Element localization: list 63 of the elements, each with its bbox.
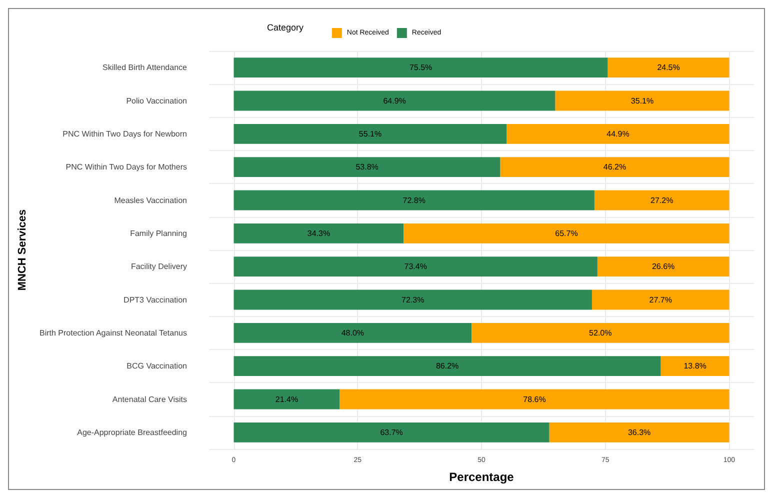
y-tick-label: Family Planning <box>130 228 187 238</box>
bar <box>549 422 730 442</box>
data-label: 36.3% <box>628 428 651 437</box>
data-label: 46.2% <box>603 162 626 172</box>
bar <box>500 157 730 178</box>
bar <box>234 322 472 343</box>
bar <box>234 422 550 442</box>
y-axis-title: MNCH Services <box>16 209 28 291</box>
data-label: 44.9% <box>606 129 630 138</box>
y-tick-label: Antenatal Care Visits <box>112 394 187 404</box>
y-tick-label: Skilled Birth Attendance <box>102 63 188 72</box>
data-label: 21.4% <box>275 394 298 404</box>
bar <box>234 157 500 178</box>
legend-title: Category <box>267 22 304 32</box>
bar <box>234 124 507 144</box>
data-label: 27.2% <box>650 196 674 205</box>
bar <box>594 190 730 210</box>
data-label: 78.6% <box>523 394 546 404</box>
data-label: 52.0% <box>589 328 612 338</box>
y-tick-label: Measles Vaccination <box>114 196 187 205</box>
data-label: 53.8% <box>356 162 378 172</box>
y-tick-label: Age-Appropriate Breastfeeding <box>77 428 187 437</box>
data-label: 72.8% <box>402 196 426 205</box>
bar <box>234 58 608 78</box>
bar <box>506 124 730 144</box>
data-label: 35.1% <box>630 96 654 106</box>
y-tick-label: BCG Vaccination <box>126 362 187 371</box>
data-label: 48.0% <box>341 328 364 338</box>
x-axis-title: Percentage <box>449 470 514 484</box>
bar <box>592 290 730 310</box>
data-label: 75.5% <box>409 63 432 72</box>
y-tick-label: DPT3 Vaccination <box>124 295 187 304</box>
y-tick-label: Facility Delivery <box>130 262 187 272</box>
bar <box>234 223 404 244</box>
data-label: 65.7% <box>555 228 578 238</box>
y-tick-label: Polio Vaccination <box>126 96 187 106</box>
bar <box>234 356 661 376</box>
data-label: 27.7% <box>649 295 672 304</box>
data-label: 55.1% <box>358 129 382 138</box>
bar <box>234 256 598 277</box>
y-tick-label: PNC Within Two Days for Mothers <box>66 162 187 172</box>
data-label: 63.7% <box>380 428 403 437</box>
data-label: 24.5% <box>657 63 680 72</box>
bar <box>472 322 730 343</box>
data-label: 13.8% <box>684 362 706 371</box>
bar <box>340 389 730 410</box>
bar <box>234 389 340 410</box>
bar <box>234 290 592 310</box>
bar <box>597 256 730 277</box>
bar <box>608 58 730 78</box>
bar <box>234 190 594 210</box>
data-label: 26.6% <box>652 262 675 272</box>
bar <box>555 90 730 111</box>
data-label: 64.9% <box>383 96 406 106</box>
bar <box>404 223 730 244</box>
data-label: 34.3% <box>307 228 330 238</box>
bar <box>234 90 556 111</box>
bar <box>660 356 730 376</box>
data-label: 72.3% <box>402 295 424 304</box>
y-tick-label: Birth Protection Against Neonatal Tetanus <box>39 328 187 338</box>
data-label: 86.2% <box>436 362 459 371</box>
data-label: 73.4% <box>404 262 427 272</box>
y-tick-label: PNC Within Two Days for Newborn <box>62 129 187 138</box>
